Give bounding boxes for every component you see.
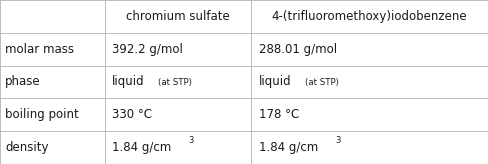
Text: 1.84 g/cm: 1.84 g/cm xyxy=(112,141,171,154)
Text: molar mass: molar mass xyxy=(5,43,74,56)
Text: 330 °C: 330 °C xyxy=(112,108,152,121)
Text: 4-(trifluoromethoxy)iodobenzene: 4-(trifluoromethoxy)iodobenzene xyxy=(272,10,468,23)
Text: liquid: liquid xyxy=(259,75,291,89)
Text: 3: 3 xyxy=(189,136,194,145)
Text: 392.2 g/mol: 392.2 g/mol xyxy=(112,43,183,56)
Text: boiling point: boiling point xyxy=(5,108,79,121)
Text: (at STP): (at STP) xyxy=(305,78,339,86)
Text: 1.84 g/cm: 1.84 g/cm xyxy=(259,141,318,154)
Text: density: density xyxy=(5,141,48,154)
Text: liquid: liquid xyxy=(112,75,145,89)
Text: phase: phase xyxy=(5,75,41,89)
Text: 3: 3 xyxy=(335,136,341,145)
Text: 178 °C: 178 °C xyxy=(259,108,299,121)
Text: 288.01 g/mol: 288.01 g/mol xyxy=(259,43,337,56)
Text: (at STP): (at STP) xyxy=(158,78,192,86)
Text: chromium sulfate: chromium sulfate xyxy=(126,10,230,23)
